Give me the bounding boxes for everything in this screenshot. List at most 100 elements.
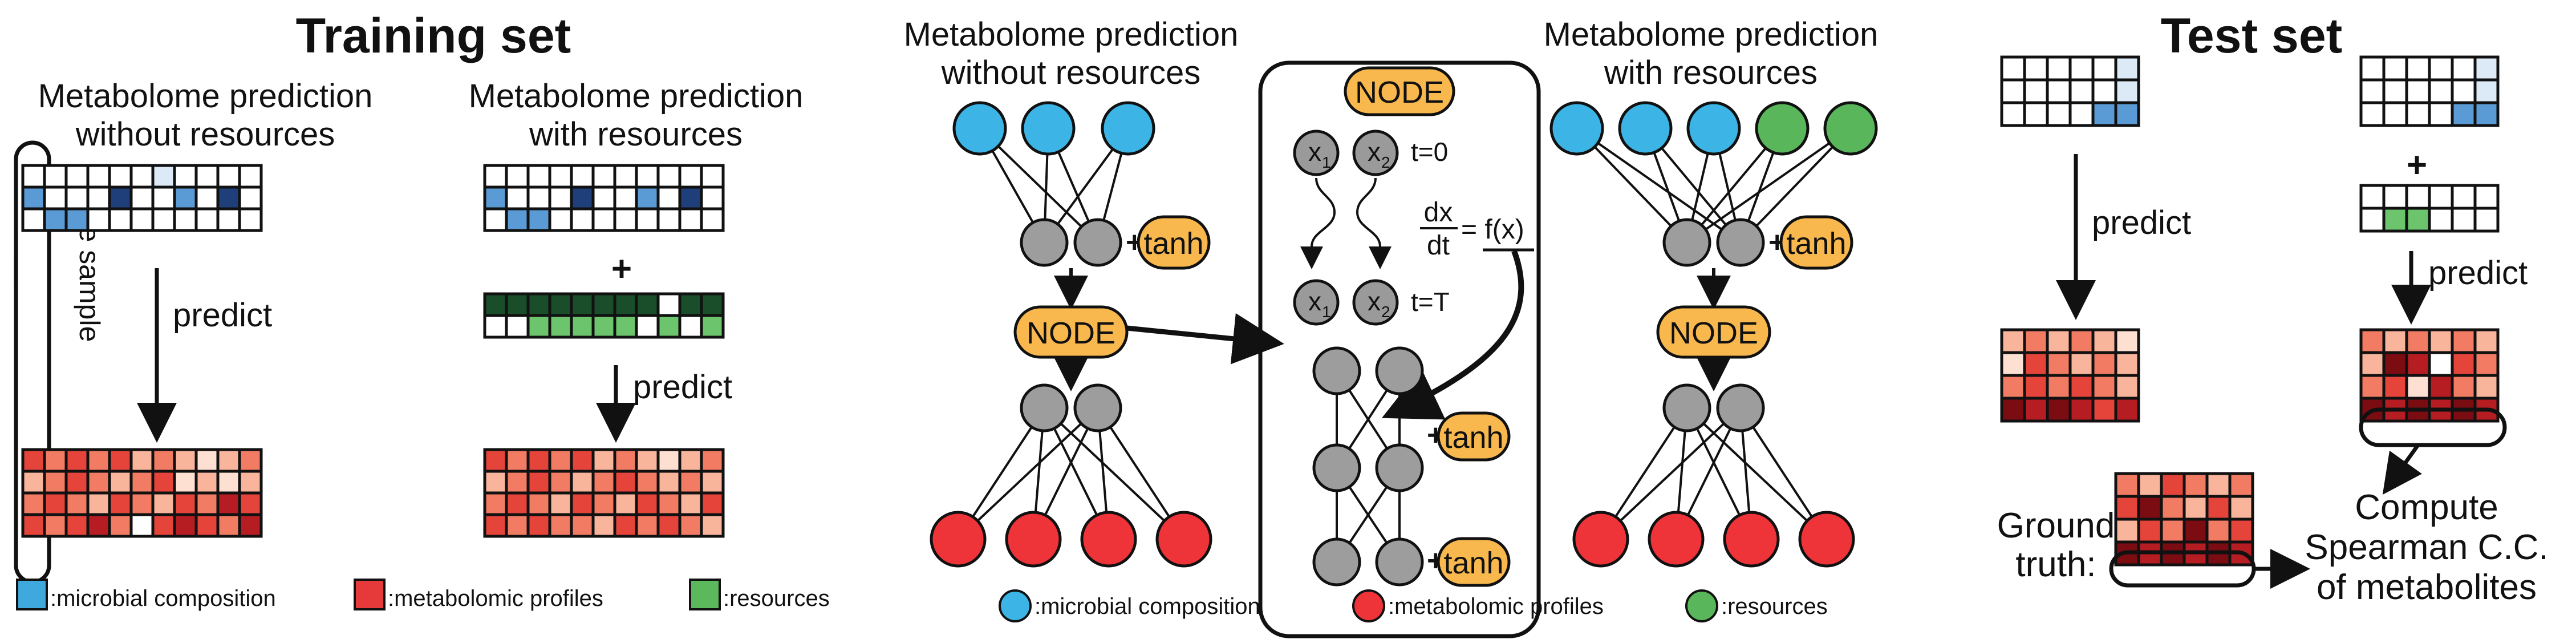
grid-cell bbox=[2382, 184, 2408, 210]
grid-cell bbox=[238, 513, 263, 538]
grid-cell bbox=[64, 513, 90, 538]
grid-cell bbox=[151, 164, 176, 189]
grid-cell bbox=[173, 164, 198, 189]
fx-to-network-arrow bbox=[1381, 250, 1524, 420]
test-resource-grid bbox=[2359, 184, 2500, 233]
inner-tanh-pill bbox=[1437, 411, 1511, 462]
grid-cell bbox=[613, 513, 638, 538]
grid-cell bbox=[108, 513, 133, 538]
grid-cell bbox=[483, 491, 508, 516]
grid-cell bbox=[700, 470, 725, 495]
grid-cell bbox=[173, 513, 198, 538]
inner-neuron bbox=[1312, 443, 1361, 492]
grid-cell bbox=[21, 207, 46, 232]
legend-label: :metabolomic profiles bbox=[388, 586, 603, 611]
grid-cell bbox=[656, 513, 681, 538]
grid-cell bbox=[151, 513, 176, 538]
output-neuron bbox=[1155, 511, 1212, 568]
grid-cell bbox=[2160, 495, 2186, 521]
hidden-neuron bbox=[1716, 383, 1765, 432]
input-neuron bbox=[1021, 101, 1076, 156]
grid-cell bbox=[194, 164, 220, 189]
network-panel: Metabolome prediction without resources … bbox=[904, 16, 1878, 638]
trajectory-curve bbox=[1300, 177, 1336, 269]
grid-cell bbox=[570, 314, 595, 339]
grid-cell bbox=[21, 491, 46, 516]
grid-cell bbox=[2091, 328, 2117, 354]
grid-cell bbox=[2228, 495, 2254, 521]
grid-cell bbox=[64, 164, 90, 189]
grid-cell bbox=[2405, 78, 2431, 104]
grid-cell bbox=[173, 491, 198, 516]
grid-cell bbox=[2046, 101, 2072, 127]
grid-cell bbox=[505, 491, 530, 516]
grid-cell bbox=[570, 185, 595, 211]
test-predicted-grid-left bbox=[2000, 328, 2140, 423]
grid-cell bbox=[2382, 374, 2408, 400]
legend-label: :resources bbox=[1721, 594, 1828, 619]
grid-cell bbox=[2000, 78, 2026, 104]
grid-cell bbox=[2046, 374, 2072, 400]
legend-swatch bbox=[1352, 589, 1385, 622]
grid-cell bbox=[2382, 207, 2408, 233]
grid-cell bbox=[526, 448, 551, 473]
grid-cell bbox=[678, 470, 703, 495]
grid-cell bbox=[238, 448, 263, 473]
test-plus: + bbox=[2407, 145, 2427, 185]
node-box-title-label: NODE bbox=[1355, 75, 1444, 110]
grid-cell bbox=[64, 185, 90, 211]
grid-cell bbox=[151, 470, 176, 495]
grid-cell bbox=[2382, 101, 2408, 127]
grid-cell bbox=[505, 470, 530, 495]
trajectory-curve bbox=[1356, 177, 1392, 269]
grid-cell bbox=[2000, 397, 2026, 423]
grid-cell bbox=[526, 314, 551, 339]
grid-cell bbox=[2359, 101, 2386, 127]
grid-cell bbox=[2228, 472, 2254, 498]
grid-cell bbox=[173, 185, 198, 211]
grid-cell bbox=[2068, 101, 2095, 127]
grid-cell bbox=[194, 513, 220, 538]
input-neuron bbox=[1101, 101, 1155, 156]
grid-cell bbox=[2359, 55, 2386, 82]
grid-cell bbox=[483, 448, 508, 473]
grid-cell bbox=[2451, 78, 2477, 104]
grid-cell bbox=[2023, 78, 2049, 104]
grid-cell bbox=[2182, 517, 2209, 544]
grid-cell bbox=[656, 491, 681, 516]
grid-cell bbox=[64, 491, 90, 516]
grid-cell bbox=[2137, 517, 2163, 544]
grid-cell bbox=[216, 164, 241, 189]
grid-cell bbox=[656, 314, 681, 339]
state-neuron bbox=[1352, 130, 1399, 176]
grid-cell bbox=[2091, 101, 2117, 127]
connection-line bbox=[979, 127, 1099, 244]
grid-cell bbox=[2405, 351, 2431, 377]
grid-cell bbox=[2428, 101, 2454, 127]
training-predict-label-left: predict bbox=[173, 297, 272, 334]
grid-cell bbox=[2473, 55, 2500, 82]
grid-cell bbox=[2405, 328, 2431, 354]
connection-line bbox=[957, 407, 1099, 540]
output-neuron bbox=[930, 511, 987, 568]
grid-cell bbox=[700, 314, 725, 339]
grid-cell bbox=[194, 185, 220, 211]
grid-cell bbox=[43, 448, 68, 473]
grid-cell bbox=[108, 491, 133, 516]
inner-neuron bbox=[1375, 537, 1424, 587]
grid-cell bbox=[2023, 397, 2049, 423]
legend-swatch bbox=[999, 589, 1032, 622]
grid-cell bbox=[570, 448, 595, 473]
compute-line3: of metabolites bbox=[2317, 568, 2537, 607]
grid-cell bbox=[526, 292, 551, 317]
grid-cell bbox=[483, 292, 508, 317]
grid-cell bbox=[635, 185, 660, 211]
grid-cell bbox=[173, 448, 198, 473]
grid-cell bbox=[678, 513, 703, 538]
grid-cell bbox=[505, 448, 530, 473]
grid-cell bbox=[108, 164, 133, 189]
ground-truth-grid bbox=[2114, 472, 2254, 567]
grid-cell bbox=[591, 164, 616, 189]
grid-cell bbox=[216, 207, 241, 232]
